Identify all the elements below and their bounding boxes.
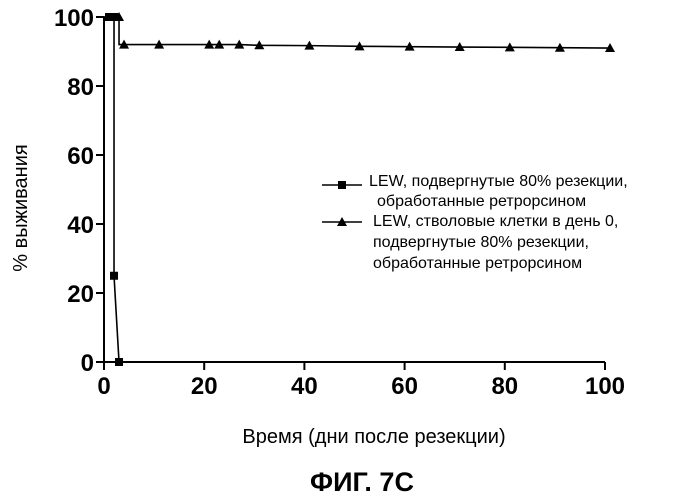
y-tick-label: 80: [67, 74, 94, 101]
y-axis-title: % выживания: [10, 144, 32, 271]
legend-entry-squares: LEW, подвергнутые 80% резекции, обработа…: [322, 173, 628, 210]
x-axis-title: Время (дни после резекции): [242, 426, 505, 448]
legend-label-squares-line-2: обработанные ретрорсином: [377, 193, 586, 210]
figure-caption: ФИГ. 7С: [310, 467, 414, 497]
square-marker: [115, 358, 123, 366]
series-line-triangles: [104, 17, 610, 48]
legend-label-triangles-line-2: подвергнутые 80% резекции,: [373, 234, 589, 251]
x-tick-label: 40: [291, 373, 318, 400]
x-tick-label: 100: [585, 373, 625, 400]
y-tick-label: 0: [81, 350, 94, 377]
x-tick-label: 80: [491, 373, 518, 400]
legend: LEW, подвергнутые 80% резекции, обработа…: [322, 173, 628, 272]
legend-label-triangles-line-1: LEW, стволовые клетки в день 0,: [373, 213, 618, 230]
x-tick-label: 20: [191, 373, 218, 400]
square-marker: [110, 272, 118, 280]
y-tick-label: 20: [67, 281, 94, 308]
y-tick-label: 60: [67, 143, 94, 170]
legend-label-triangles-line-3: обработанные ретрорсином: [373, 255, 582, 272]
series-line-squares: [104, 17, 119, 362]
legend-entry-triangles: LEW, стволовые клетки в день 0, подвергн…: [322, 213, 618, 272]
x-tick-label: 60: [391, 373, 418, 400]
legend-label-squares-line-1: LEW, подвергнутые 80% резекции,: [369, 173, 628, 190]
legend-marker-square: [338, 181, 346, 189]
y-tick-label: 100: [54, 5, 94, 32]
y-tick-label: 40: [67, 212, 94, 239]
x-tick-label: 0: [97, 373, 110, 400]
